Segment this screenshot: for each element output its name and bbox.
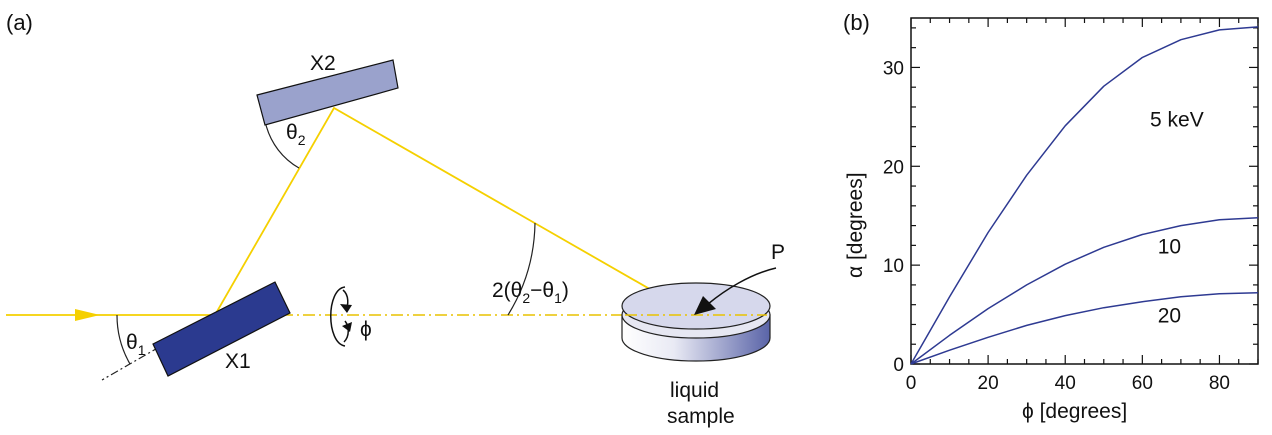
crystal-x1-label: X1 <box>225 350 251 373</box>
liquid-sample-dish <box>621 282 771 362</box>
series-labels: 5 keV 10 20 <box>1150 109 1204 328</box>
theta2-arc <box>265 124 300 169</box>
panel-b: (b) 0 20 40 60 80 0 10 20 30 5 keV 10 20 ϕ [degre… <box>843 10 1259 423</box>
sample-label-line1: liquid <box>670 379 719 402</box>
crystal-x2 <box>256 59 399 126</box>
point-p-arrow-icon <box>694 296 716 315</box>
theta1-arc <box>116 314 131 365</box>
beam-arrow-icon <box>75 309 100 321</box>
x-tick-label: 60 <box>1132 373 1153 394</box>
series-label: 10 <box>1158 235 1181 258</box>
point-p-label: P <box>771 241 785 264</box>
curves <box>910 26 1259 365</box>
y-tick-label: 20 <box>883 157 904 178</box>
theta2-label: θ2 <box>286 121 306 148</box>
series-label: 5 keV <box>1150 109 1204 132</box>
panel-a-label: (a) <box>6 10 33 35</box>
phi-label: ϕ <box>360 318 372 341</box>
x-tick-label: 80 <box>1209 373 1230 394</box>
series-label: 20 <box>1158 304 1181 327</box>
x-tick-label: 0 <box>906 373 917 394</box>
crystal-x1 <box>152 281 291 377</box>
x-axis-label: ϕ [degrees] <box>1022 400 1127 423</box>
x-tick-label: 20 <box>978 373 999 394</box>
y-ticks: 0 10 20 30 <box>883 27 1258 376</box>
panel-b-label: (b) <box>843 10 870 35</box>
y-tick-label: 10 <box>883 256 904 277</box>
x-tick-label: 40 <box>1055 373 1076 394</box>
series-line <box>910 292 1259 365</box>
panel-a: (a) X1 X2 θ1 θ2 2(θ2−θ1) ϕ <box>6 10 785 428</box>
series-line <box>910 216 1259 365</box>
y-tick-label: 30 <box>883 58 904 79</box>
point-p-pointer <box>707 267 777 305</box>
deflection-angle-label: 2(θ2−θ1) <box>492 279 569 306</box>
crystal-x2-label: X2 <box>310 52 336 75</box>
series-line <box>910 26 1259 365</box>
x-ray-beam <box>6 106 696 316</box>
deflection-angle-arc <box>507 222 536 316</box>
rotation-phi-icon <box>330 286 352 347</box>
sample-label-line2: sample <box>667 405 735 428</box>
x-ticks: 0 20 40 60 80 <box>906 18 1259 394</box>
theta1-label: θ1 <box>126 331 146 358</box>
y-axis-label: α [degrees] <box>844 172 867 278</box>
y-tick-label: 0 <box>893 355 904 376</box>
